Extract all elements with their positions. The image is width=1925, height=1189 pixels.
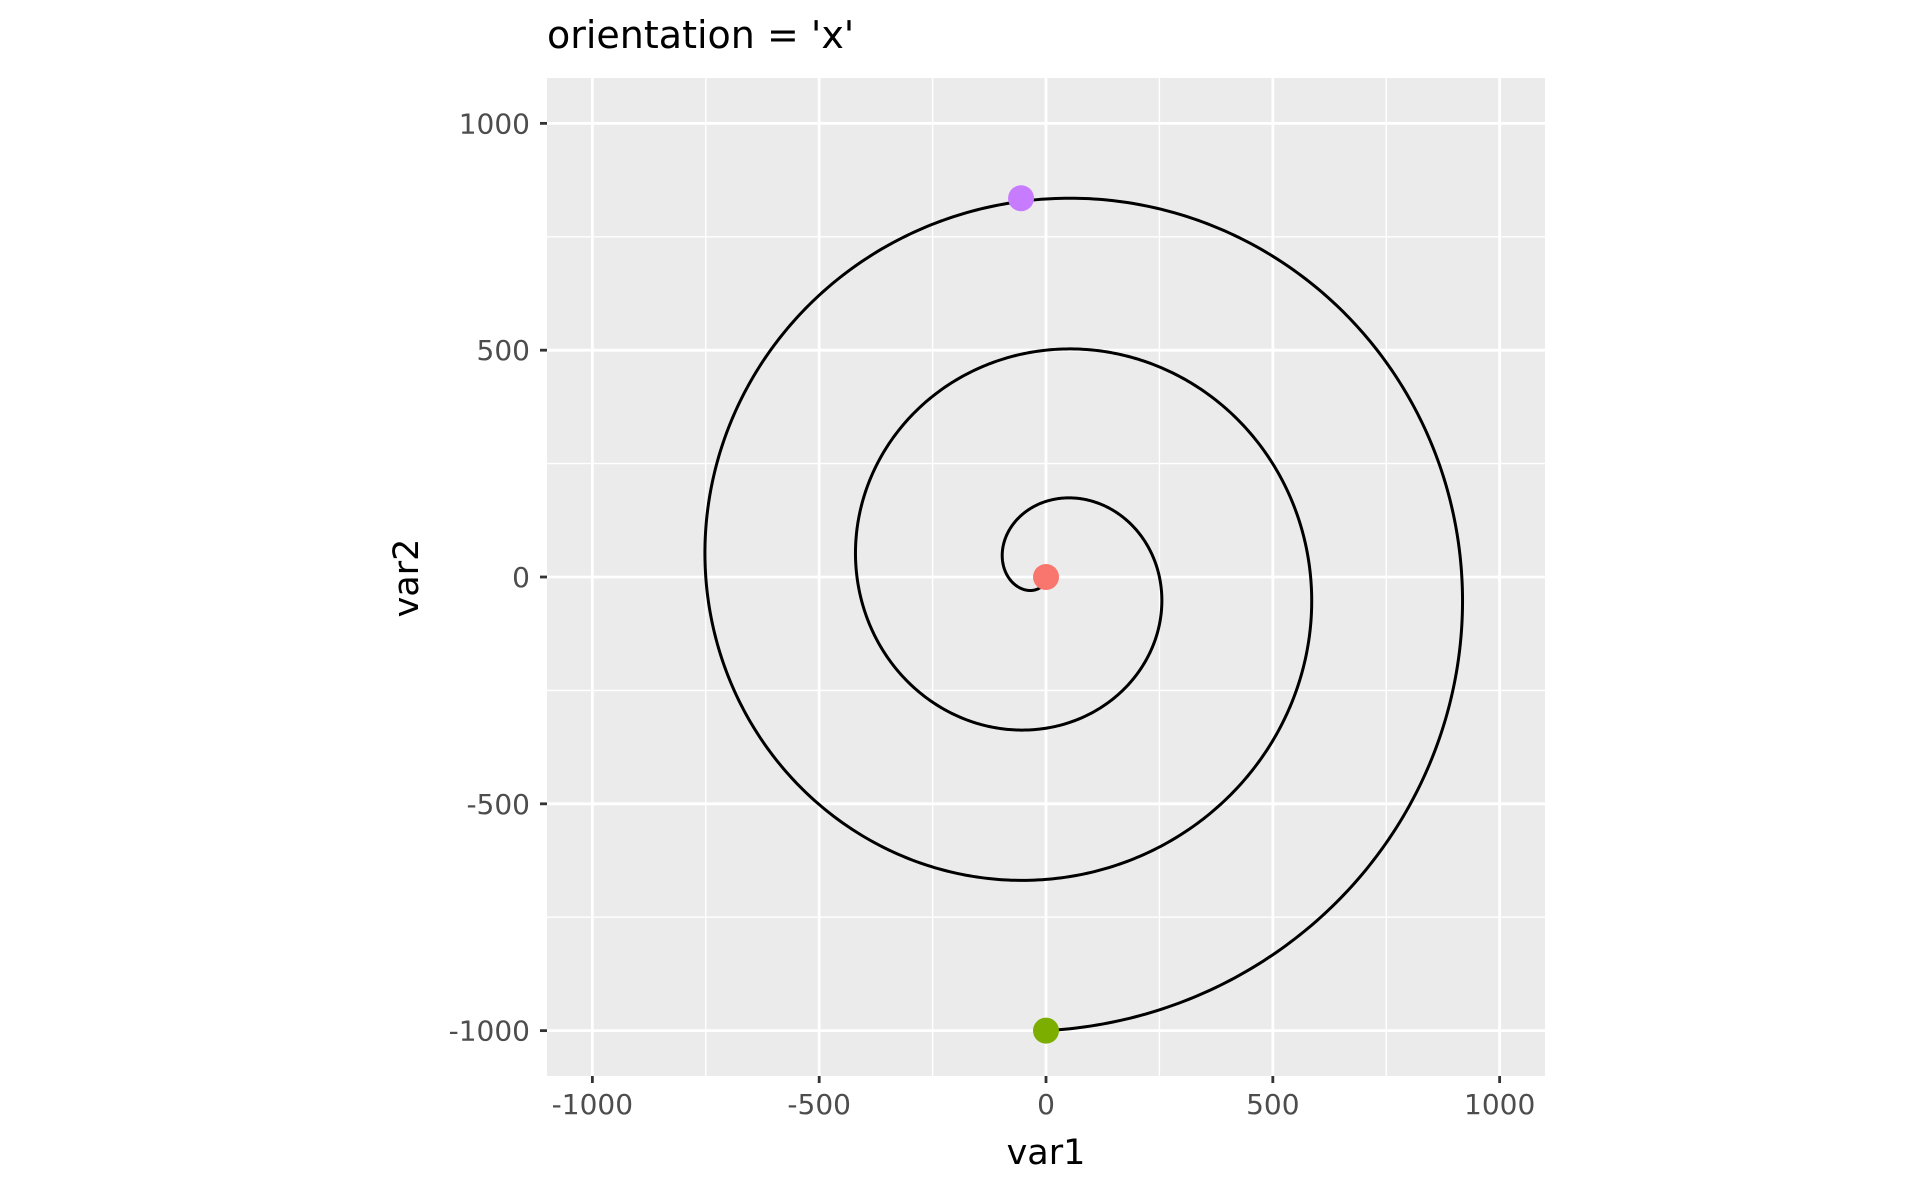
y-axis-title: var2 (387, 539, 427, 618)
y-tick-label: 1000 (459, 107, 530, 140)
data-point (1008, 185, 1035, 212)
y-tick-label: -1000 (449, 1015, 530, 1048)
x-axis-title: var1 (1007, 1133, 1086, 1173)
y-tick-label: 0 (512, 561, 530, 594)
y-tick-label: -500 (466, 788, 530, 821)
x-tick-label: 1000 (1464, 1088, 1535, 1121)
y-tick-label: 500 (477, 334, 530, 367)
x-tick-label: 0 (1037, 1088, 1055, 1121)
x-axis: -1000 -500 0 500 1000 (552, 1076, 1535, 1121)
plot-title: orientation = 'x' (547, 13, 854, 57)
data-point (1033, 564, 1059, 590)
data-points (1008, 185, 1059, 1044)
x-tick-label: -1000 (552, 1088, 633, 1121)
y-axis: -1000 -500 0 500 1000 (449, 107, 547, 1048)
spiral-line (703, 196, 1465, 1033)
x-tick-label: -500 (787, 1088, 851, 1121)
data-point (1033, 1017, 1059, 1044)
x-tick-label: 500 (1246, 1088, 1299, 1121)
